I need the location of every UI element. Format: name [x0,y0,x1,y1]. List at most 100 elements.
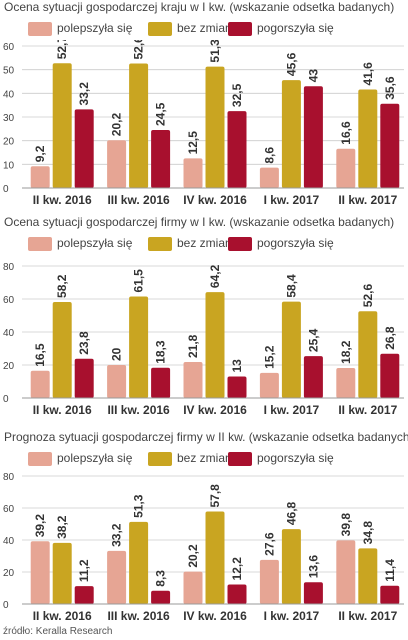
bar-pogorszyla [227,376,247,398]
data-label: 21,8 [186,334,200,358]
data-label: 52,6 [361,284,375,308]
bar-bez-zmian [358,548,378,604]
legend-item-polepszyla: polepszyła się [28,449,132,467]
x-tick-label: IV kw. 2016 [183,609,247,623]
data-label: 20,2 [186,544,200,568]
data-label: 51,3 [132,494,146,518]
bar-polepszyla [259,559,279,604]
bar-bez-zmian [52,63,72,188]
x-tick-label: II kw. 2017 [338,403,397,417]
bar-bez-zmian [129,521,149,604]
data-label: 15,2 [262,345,276,369]
x-tick-label: III kw. 2016 [107,403,170,417]
data-label: 39,2 [33,514,47,538]
data-label: 34,8 [361,521,375,545]
legend-label: pogorszyła się [257,451,334,465]
data-label: 52,6 [132,40,146,60]
bar-polepszyla [107,550,127,604]
data-label: 13 [230,359,244,373]
bar-bez-zmian [281,301,301,398]
bar-chart-prognoza: 0 20 40 60 80 39,2 38,2 11,2 II kw. 2016 33,2 51,3… [3,472,404,623]
legend-swatch [148,451,172,466]
y-tick-label: 20 [3,137,15,148]
legend-label: pogorszyła się [257,236,334,250]
legend-item-polepszyla: polepszyła się [28,234,132,252]
bar-polepszyla [336,367,356,398]
bar-bez-zmian [205,66,225,188]
x-tick-label: I kw. 2017 [264,403,320,417]
bar-pogorszyla [151,590,171,604]
y-tick-label: 0 [3,600,9,611]
data-label: 33,2 [110,523,124,547]
bar-chart-kraj: 0 10 20 30 40 50 60 9,2 52,7 33,2 II kw. 2016 20,2 5… [3,40,404,207]
data-label: 61,5 [132,269,146,293]
data-label: 64,2 [208,264,222,288]
data-label: 12,2 [230,557,244,581]
data-label: 39,8 [339,513,353,537]
legend: polepszyła się bez zmian pogorszyła się [28,449,408,467]
data-label: 43 [306,69,320,83]
legend-label: polepszyła się [57,236,133,250]
y-tick-label: 20 [3,568,15,579]
bar-pogorszyla [74,109,94,188]
legend-label: polepszyła się [57,21,133,35]
data-label: 11,4 [383,559,397,582]
x-tick-label: I kw. 2017 [264,193,320,207]
y-tick-label: 40 [3,536,15,547]
bar-polepszyla [259,372,279,398]
legend-label: bez zmian [177,236,232,250]
data-label: 8,6 [262,147,276,164]
x-tick-label: II kw. 2016 [33,403,92,417]
legend-item-pogorszyla: pogorszyła się [228,449,334,467]
bar-polepszyla [30,166,50,188]
data-label: 46,8 [284,501,298,525]
chart-title: Prognoza sytuacji gospodarczej firmy w I… [4,430,408,444]
data-label: 9,2 [33,145,47,162]
bar-bez-zmian [281,529,301,604]
legend-item-pogorszyla: pogorszyła się [228,19,334,37]
data-label: 20 [110,347,124,361]
data-label: 38,2 [55,515,69,539]
legend-label: polepszyła się [57,451,133,465]
legend: polepszyła się bez zmian pogorszyła się [28,19,408,37]
legend-item-bez-zmian: bez zmian [148,19,232,37]
bar-polepszyla [336,148,356,188]
data-label: 13,6 [306,555,320,579]
data-label: 41,6 [361,62,375,86]
data-label: 18,2 [339,340,353,364]
data-label: 35,6 [383,76,397,100]
legend-swatch [228,451,252,466]
data-label: 20,2 [110,113,124,137]
bar-pogorszyla [303,356,323,398]
bar-bez-zmian [205,292,225,398]
data-label: 52,7 [55,40,69,59]
data-label: 23,8 [77,331,91,355]
legend: polepszyła się bez zmian pogorszyła się [28,234,408,252]
bar-polepszyla [336,540,356,604]
bar-pogorszyla [74,358,94,398]
data-label: 11,2 [77,559,91,582]
x-tick-label: I kw. 2017 [264,609,320,623]
legend-item-polepszyla: polepszyła się [28,19,132,37]
bar-bez-zmian [358,311,378,398]
legend-swatch [28,451,52,466]
data-label: 18,3 [154,340,168,364]
y-tick-label: 60 [3,42,15,53]
legend-swatch [148,236,172,251]
data-label: 33,2 [77,82,91,106]
panel-3: Prognoza sytuacji gospodarczej firmy w I… [0,430,408,626]
bar-pogorszyla [151,367,171,398]
data-label: 16,5 [33,343,47,367]
bar-bez-zmian [281,80,301,188]
bar-pogorszyla [380,353,400,398]
chart-title: Ocena sytuacji gospodarczej firmy w I kw… [4,215,395,229]
bar-polepszyla [30,541,50,604]
bar-chart-firmy: 0 20 40 60 80 16,5 58,2 23,8 II kw. 2016 20 61,5 18… [3,262,404,417]
bar-pogorszyla [380,585,400,604]
data-label: 32,5 [230,83,244,107]
legend-swatch [228,21,252,36]
legend-label: bez zmian [177,451,232,465]
bar-polepszyla [183,362,203,398]
panel-1: Ocena sytuacji gospodarczej kraju w I kw… [0,0,408,212]
legend-swatch [228,236,252,251]
